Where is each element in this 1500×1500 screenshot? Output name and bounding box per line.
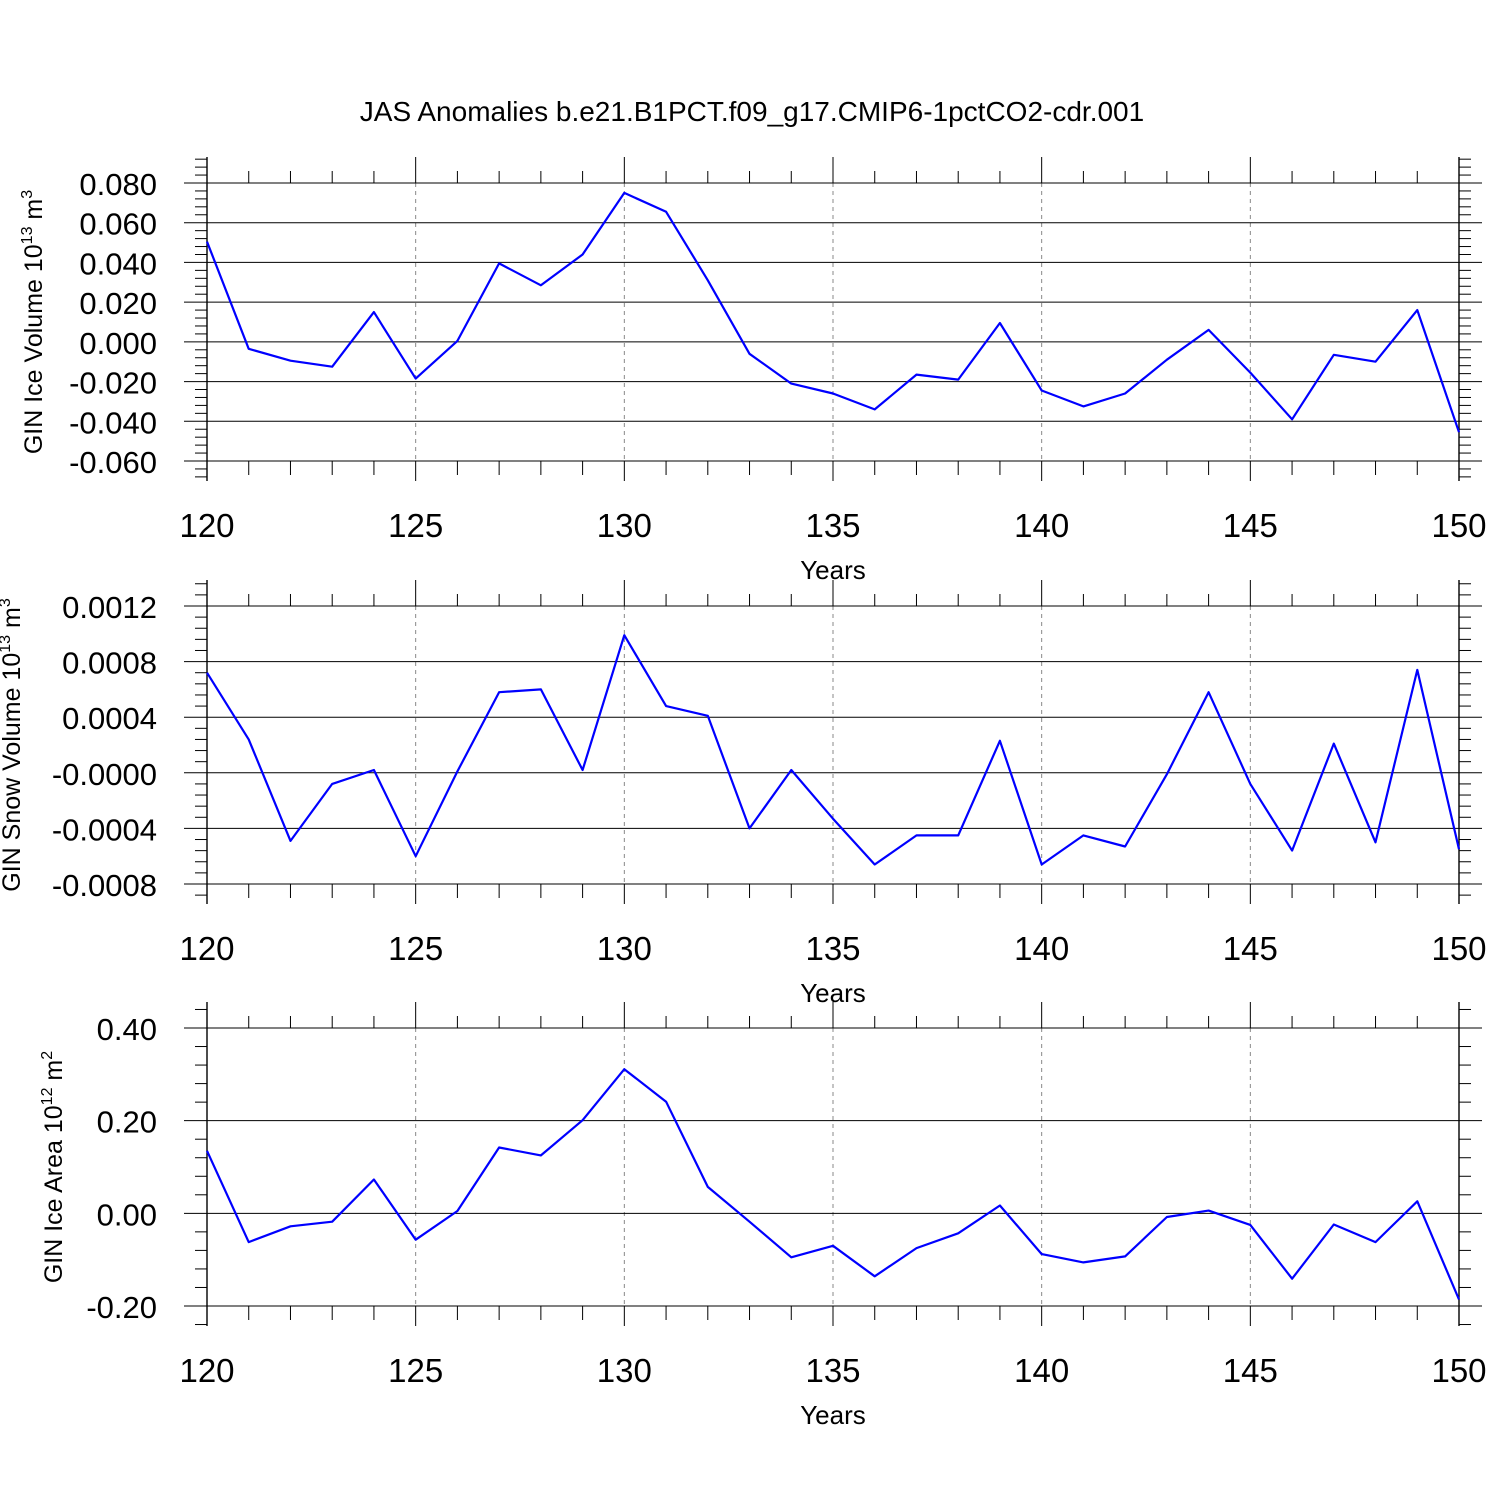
x-tick-label: 150 bbox=[1431, 507, 1486, 544]
x-axis-label: Years bbox=[800, 1400, 866, 1430]
y-tick-label: -0.040 bbox=[69, 405, 157, 440]
x-tick-label: 130 bbox=[597, 1352, 652, 1389]
x-tick-label: 125 bbox=[388, 930, 443, 967]
x-tick-label: 150 bbox=[1431, 930, 1486, 967]
y-tick-label: 0.40 bbox=[97, 1012, 157, 1047]
x-tick-label: 130 bbox=[597, 930, 652, 967]
y-tick-label: -0.0000 bbox=[52, 757, 157, 792]
y-axis-label-unit: m bbox=[20, 199, 48, 227]
y-tick-label: 0.0004 bbox=[62, 701, 157, 736]
y-tick-label: 0.20 bbox=[97, 1105, 157, 1140]
y-tick-label: -0.0004 bbox=[52, 812, 157, 847]
y-tick-label: 0.080 bbox=[79, 167, 157, 202]
y-axis-label: GIN Snow Volume 1013 m3 bbox=[0, 598, 26, 892]
panel-2: 120 125 130 135 140 145 150 -0.0008 -0.0004 -0.00… bbox=[0, 580, 1487, 1008]
y-axis-label-unit-exponent: 3 bbox=[19, 190, 36, 199]
y-tick-label: 0.0008 bbox=[62, 646, 157, 681]
x-tick-label: 140 bbox=[1014, 507, 1069, 544]
x-tick-label: 135 bbox=[805, 930, 860, 967]
y-tick-label: -0.020 bbox=[69, 366, 157, 401]
y-tick-label: 0.060 bbox=[79, 207, 157, 242]
y-tick-label: -0.20 bbox=[86, 1290, 157, 1325]
x-tick-label: 150 bbox=[1431, 1352, 1486, 1389]
y-axis-label-text: GIN Ice Volume 10 bbox=[20, 244, 48, 454]
x-tick-label: 125 bbox=[388, 507, 443, 544]
x-tick-label: 130 bbox=[597, 507, 652, 544]
chart-title: JAS Anomalies b.e21.B1PCT.f09_g17.CMIP6-… bbox=[360, 96, 1144, 127]
x-tick-label: 120 bbox=[179, 1352, 234, 1389]
panel-1: 120 125 130 135 140 145 150 -0.060 -0.040 -0.020 0… bbox=[19, 157, 1487, 585]
panel-3: 120 125 130 135 140 145 150 -0.20 0.00 0.20 0.40 Ye… bbox=[39, 1002, 1487, 1430]
y-tick-label: 0.040 bbox=[79, 246, 157, 281]
x-tick-label: 120 bbox=[179, 507, 234, 544]
x-tick-label: 135 bbox=[805, 1352, 860, 1389]
y-axis-label-exponent: 12 bbox=[39, 1087, 56, 1105]
x-tick-label: 145 bbox=[1223, 930, 1278, 967]
y-tick-label: 0.020 bbox=[79, 286, 157, 321]
y-tick-label: 0.000 bbox=[79, 326, 157, 361]
x-tick-label: 145 bbox=[1223, 507, 1278, 544]
y-axis-label: GIN Ice Volume 1013 m3 bbox=[19, 190, 48, 454]
y-axis-label-unit: m bbox=[0, 607, 26, 635]
y-tick-label: -0.060 bbox=[69, 445, 157, 480]
x-tick-label: 135 bbox=[805, 507, 860, 544]
y-tick-label: 0.0012 bbox=[62, 590, 157, 625]
y-tick-label: 0.00 bbox=[97, 1197, 157, 1232]
x-tick-label: 120 bbox=[179, 930, 234, 967]
panels: 120 125 130 135 140 145 150 -0.060 -0.040 -0.020 0… bbox=[0, 157, 1487, 1430]
y-axis-label-exponent: 13 bbox=[0, 635, 14, 653]
y-axis-label-text: GIN Ice Area 10 bbox=[40, 1105, 68, 1283]
x-tick-label: 125 bbox=[388, 1352, 443, 1389]
series-line bbox=[206, 634, 1461, 866]
y-axis-label-unit: m bbox=[40, 1060, 68, 1088]
series-line bbox=[205, 191, 1461, 433]
y-tick-label: -0.0008 bbox=[52, 868, 157, 903]
y-axis-label-unit-exponent: 2 bbox=[39, 1051, 56, 1060]
y-axis-label-unit-exponent: 3 bbox=[0, 598, 14, 607]
x-tick-label: 140 bbox=[1014, 1352, 1069, 1389]
x-tick-label: 145 bbox=[1223, 1352, 1278, 1389]
x-tick-label: 140 bbox=[1014, 930, 1069, 967]
y-axis-label: GIN Ice Area 1012 m2 bbox=[39, 1051, 68, 1283]
y-axis-label-text: GIN Snow Volume 10 bbox=[0, 653, 26, 892]
series-line bbox=[205, 1068, 1461, 1300]
y-axis-label-exponent: 13 bbox=[19, 226, 36, 244]
